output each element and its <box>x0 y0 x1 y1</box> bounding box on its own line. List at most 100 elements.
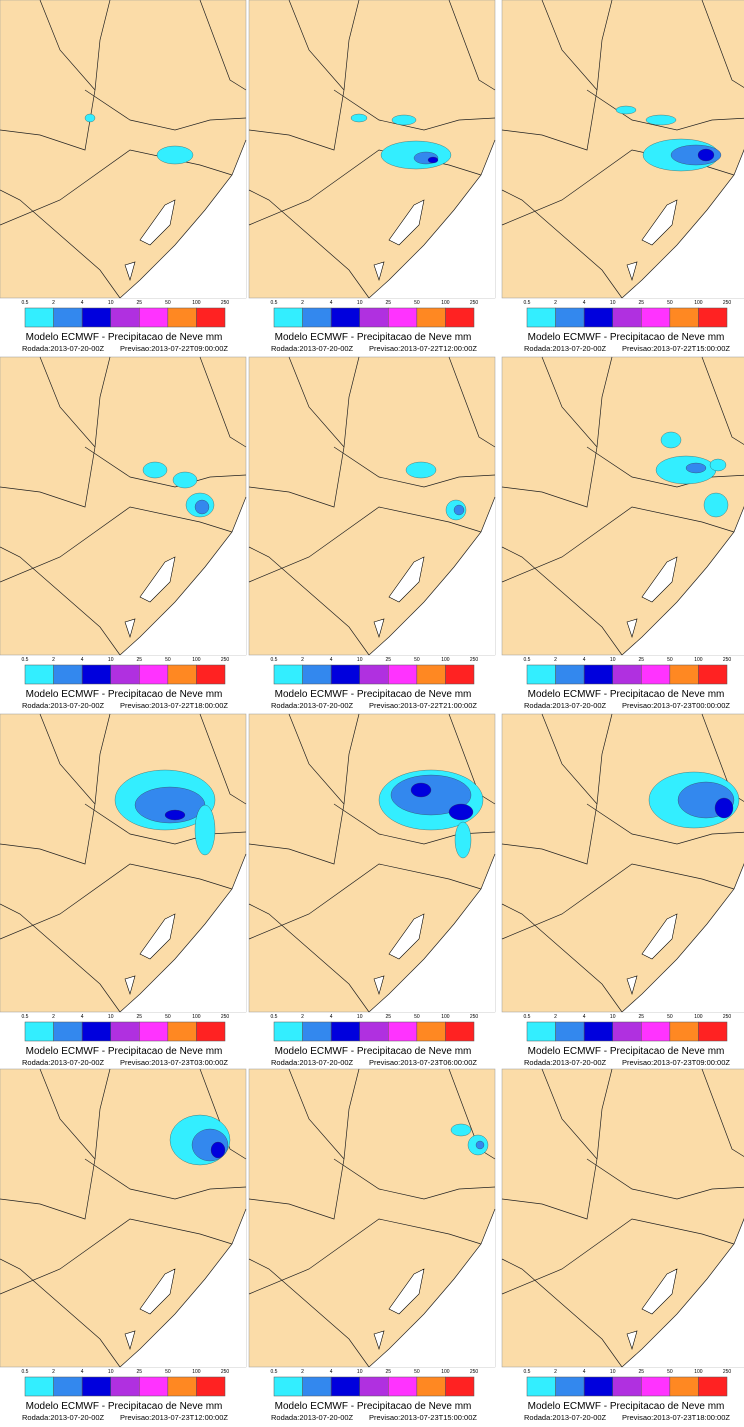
lagoon <box>373 913 425 996</box>
border <box>288 356 345 448</box>
colorbar-tick: 10 <box>108 657 114 663</box>
colorbar-swatch <box>698 1376 728 1397</box>
colorbar-swatch <box>330 664 360 685</box>
border <box>119 853 247 1013</box>
border <box>368 139 496 299</box>
precip-area <box>454 821 472 859</box>
colorbar-swatch <box>53 1376 83 1397</box>
border <box>248 1258 370 1368</box>
colorbar-swatch <box>24 307 54 328</box>
colorbar-tick: 250 <box>221 1369 230 1375</box>
precip-area <box>84 113 96 123</box>
colorbar-tick: 2 <box>554 1014 557 1020</box>
colorbar-swatch <box>416 307 446 328</box>
colorbar-swatch <box>81 307 111 328</box>
colorbar-tick: 50 <box>667 1014 673 1020</box>
colorbar-tick: 0.5 <box>524 1369 531 1375</box>
colorbar-tick: 25 <box>386 657 392 663</box>
colorbar-swatch <box>167 1376 197 1397</box>
panel-title: Modelo ECMWF - Precipitacao de Neve mm <box>275 1401 472 1412</box>
colorbar-swatch <box>167 307 197 328</box>
border <box>333 803 496 845</box>
panel-title: Modelo ECMWF - Precipitacao de Neve mm <box>26 1401 223 1412</box>
colorbar-swatch <box>302 1376 332 1397</box>
colorbar-swatch <box>669 307 699 328</box>
colorbar-tick: 25 <box>137 1014 143 1020</box>
colorbar-swatch <box>612 307 642 328</box>
colorbar-swatch <box>583 664 613 685</box>
colorbar-swatch <box>196 1376 226 1397</box>
colorbar-tick: 10 <box>357 1369 363 1375</box>
colorbar-swatch <box>583 307 613 328</box>
lagoon <box>124 199 176 282</box>
forecast-label: Previsao:2013-07-22T15:00:00Z <box>622 344 730 353</box>
colorbar-swatch <box>641 1376 671 1397</box>
colorbar-tick: 10 <box>610 1014 616 1020</box>
colorbar-tick: 2 <box>52 1014 55 1020</box>
panel: 0.5 2 4 10 25 50 100 250 Modelo ECMWF - Precipit… <box>0 713 247 1067</box>
border <box>541 0 598 91</box>
border <box>288 1068 345 1160</box>
colorbar-tick: 25 <box>137 300 143 306</box>
colorbar-tick: 100 <box>192 300 201 306</box>
forecast-label: Previsao:2013-07-23T00:00:00Z <box>622 701 730 710</box>
border <box>0 356 111 508</box>
panel: 0.5 2 4 10 25 50 100 250 Modelo ECMWF - Precipit… <box>0 1068 247 1422</box>
colorbar-tick: 250 <box>723 1369 732 1375</box>
border <box>501 863 735 940</box>
colorbar-swatch <box>53 1021 83 1042</box>
panel-title: Modelo ECMWF - Precipitacao de Neve mm <box>275 689 472 700</box>
colorbar-tick: 100 <box>441 1369 450 1375</box>
colorbar-swatch <box>445 664 475 685</box>
colorbar-swatch <box>669 1376 699 1397</box>
colorbar-swatch <box>388 307 418 328</box>
ocean <box>369 497 495 655</box>
border <box>586 1158 744 1200</box>
border <box>621 1218 744 1368</box>
panel: 0.5 2 4 10 25 50 100 250 Modelo ECMWF - Precipit… <box>248 356 496 710</box>
colorbar-tick: 0.5 <box>271 1014 278 1020</box>
border <box>39 1068 96 1160</box>
colorbar-swatch <box>110 1376 140 1397</box>
forecast-label: Previsao:2013-07-23T06:00:00Z <box>369 1058 477 1067</box>
ocean <box>622 507 744 655</box>
colorbar-swatch <box>641 1021 671 1042</box>
colorbar-swatch <box>526 307 556 328</box>
forecast-label: Previsao:2013-07-23T15:00:00Z <box>369 1413 477 1422</box>
precip-area <box>405 461 437 479</box>
colorbar-swatch <box>273 664 303 685</box>
precip-area <box>450 1123 472 1137</box>
colorbar-tick: 0.5 <box>271 1369 278 1375</box>
border <box>0 506 233 583</box>
colorbar-tick: 2 <box>301 1014 304 1020</box>
ocean <box>120 497 246 655</box>
border <box>119 1208 247 1368</box>
colorbar-swatch <box>445 1376 475 1397</box>
colorbar-swatch <box>416 1376 446 1397</box>
border <box>199 356 247 448</box>
colorbar-tick: 0.5 <box>524 657 531 663</box>
colorbar-tick: 2 <box>554 300 557 306</box>
lagoon <box>124 556 176 639</box>
colorbar-tick: 4 <box>81 657 84 663</box>
ocean <box>369 1209 495 1367</box>
border <box>621 149 744 299</box>
border <box>248 863 482 940</box>
run-label: Rodada:2013-07-20-00Z <box>271 1058 354 1067</box>
border <box>621 863 744 1013</box>
border <box>501 506 735 583</box>
border <box>541 713 598 805</box>
precip-area <box>709 458 727 472</box>
colorbar-swatch <box>612 1376 642 1397</box>
border <box>701 356 744 445</box>
run-label: Rodada:2013-07-20-00Z <box>22 701 105 710</box>
panel: 0.5 2 4 10 25 50 100 250 Modelo ECMWF - Precipit… <box>501 713 744 1067</box>
colorbar-tick: 25 <box>386 1014 392 1020</box>
panel-title: Modelo ECMWF - Precipitacao de Neve mm <box>528 689 725 700</box>
colorbar-tick: 10 <box>610 657 616 663</box>
colorbar-tick: 4 <box>583 657 586 663</box>
precip-area <box>427 156 439 164</box>
panel: 0.5 2 4 10 25 50 100 250 Modelo ECMWF - Precipit… <box>248 0 496 353</box>
forecast-label: Previsao:2013-07-23T12:00:00Z <box>120 1413 228 1422</box>
colorbar-tick: 100 <box>694 1369 703 1375</box>
